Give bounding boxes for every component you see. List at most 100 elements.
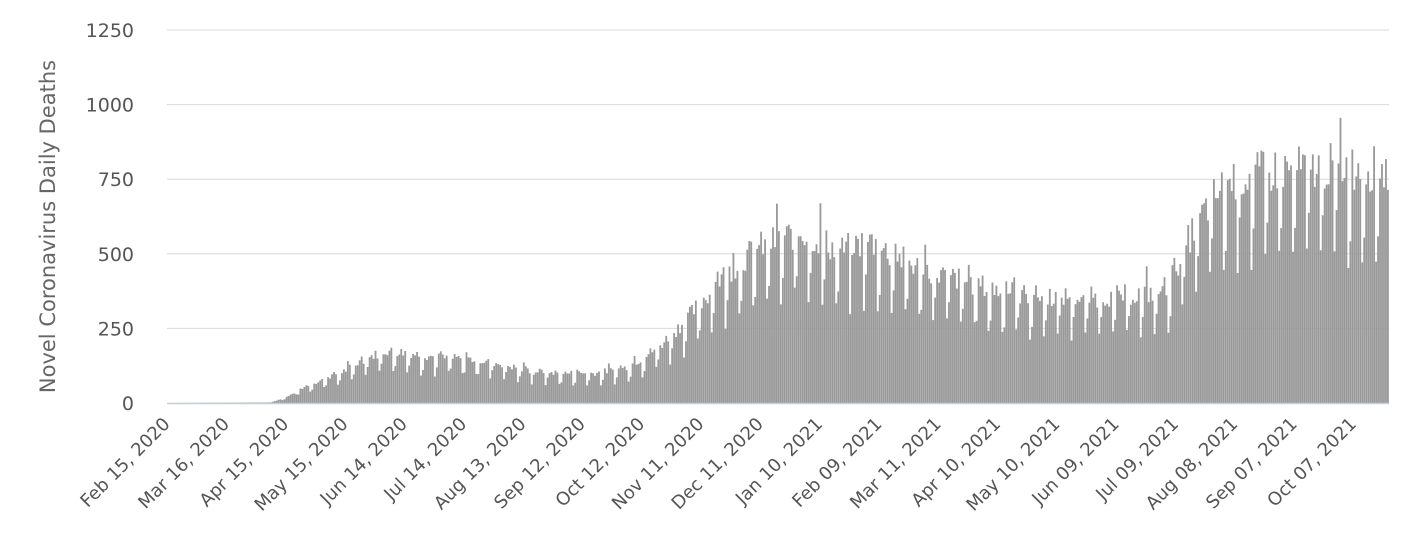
bar	[981, 275, 984, 403]
bar	[1383, 187, 1385, 403]
bar	[910, 265, 913, 403]
bar	[779, 304, 782, 403]
y-axis-title: Novel Coronavirus Daily Deaths	[36, 60, 60, 393]
bar	[532, 374, 535, 403]
bar	[447, 370, 450, 403]
bar	[797, 236, 800, 403]
bar	[655, 366, 658, 403]
bar	[629, 376, 632, 403]
bar	[985, 291, 988, 403]
bar	[667, 341, 670, 403]
bar	[259, 402, 262, 403]
bar	[485, 360, 488, 403]
bar	[1163, 277, 1166, 403]
bar	[461, 373, 464, 403]
bar	[639, 362, 642, 403]
bar	[408, 365, 411, 403]
bar	[1282, 186, 1285, 403]
bar	[341, 373, 343, 403]
bar	[592, 373, 594, 403]
bar	[815, 244, 818, 403]
bar	[1230, 191, 1233, 403]
bar	[681, 324, 683, 403]
bar	[979, 286, 982, 403]
bar	[390, 347, 393, 403]
bar	[696, 338, 699, 403]
bar	[1062, 304, 1065, 403]
bar	[1114, 319, 1116, 403]
bar	[809, 272, 812, 403]
bar	[309, 391, 312, 403]
bar	[255, 402, 258, 403]
bar	[1272, 185, 1275, 403]
bar	[1127, 316, 1130, 403]
bar	[1133, 302, 1136, 403]
bar	[997, 296, 1000, 403]
bar	[481, 363, 484, 403]
bar	[1296, 170, 1298, 403]
bar	[422, 369, 424, 403]
bar	[892, 290, 895, 403]
bar	[700, 308, 703, 403]
bar	[342, 369, 345, 403]
bar	[1284, 156, 1287, 403]
bar	[1365, 184, 1368, 403]
bar	[619, 365, 622, 403]
y-tick-label: 1000	[86, 95, 134, 117]
bar	[564, 371, 567, 403]
bar	[1074, 304, 1077, 403]
bar	[774, 247, 776, 403]
bar	[1309, 169, 1312, 403]
bar	[823, 279, 826, 403]
bar	[756, 248, 759, 403]
bar	[1015, 329, 1018, 403]
bar	[1039, 301, 1041, 403]
bar	[896, 261, 899, 403]
bar	[414, 355, 416, 403]
bar	[625, 370, 628, 403]
bar	[772, 227, 774, 403]
bar	[1159, 291, 1162, 403]
bar	[1300, 169, 1302, 403]
bar	[783, 235, 786, 403]
bar	[445, 355, 448, 403]
bar	[1003, 327, 1006, 403]
bar	[443, 358, 446, 403]
bar	[936, 278, 939, 403]
bar	[305, 385, 308, 403]
bar	[1209, 271, 1211, 403]
bar	[1185, 245, 1188, 403]
bar	[817, 253, 820, 403]
bar	[313, 383, 316, 403]
bar	[453, 354, 456, 403]
bar	[791, 249, 794, 403]
bar	[433, 376, 436, 403]
bar	[1242, 193, 1245, 403]
bar	[1080, 297, 1083, 403]
bar	[1197, 256, 1200, 403]
bar	[853, 253, 855, 403]
bar	[580, 372, 583, 403]
bar	[944, 270, 946, 403]
bar	[1387, 189, 1389, 403]
bar	[520, 371, 523, 403]
bar	[833, 257, 836, 403]
bar	[942, 267, 944, 403]
bar	[1135, 301, 1138, 403]
bar	[455, 356, 458, 403]
bar	[546, 377, 549, 403]
bar	[1232, 163, 1235, 403]
bar	[1141, 316, 1144, 403]
bar	[874, 239, 877, 403]
bar	[518, 376, 521, 403]
bar	[269, 402, 272, 403]
bar	[503, 379, 505, 403]
bar	[870, 234, 873, 403]
bar	[1050, 306, 1053, 403]
bar	[271, 401, 274, 403]
bar	[677, 324, 679, 403]
bar	[350, 379, 353, 403]
y-tick-label: 500	[98, 244, 134, 266]
bar	[669, 364, 672, 403]
bar	[374, 350, 377, 403]
